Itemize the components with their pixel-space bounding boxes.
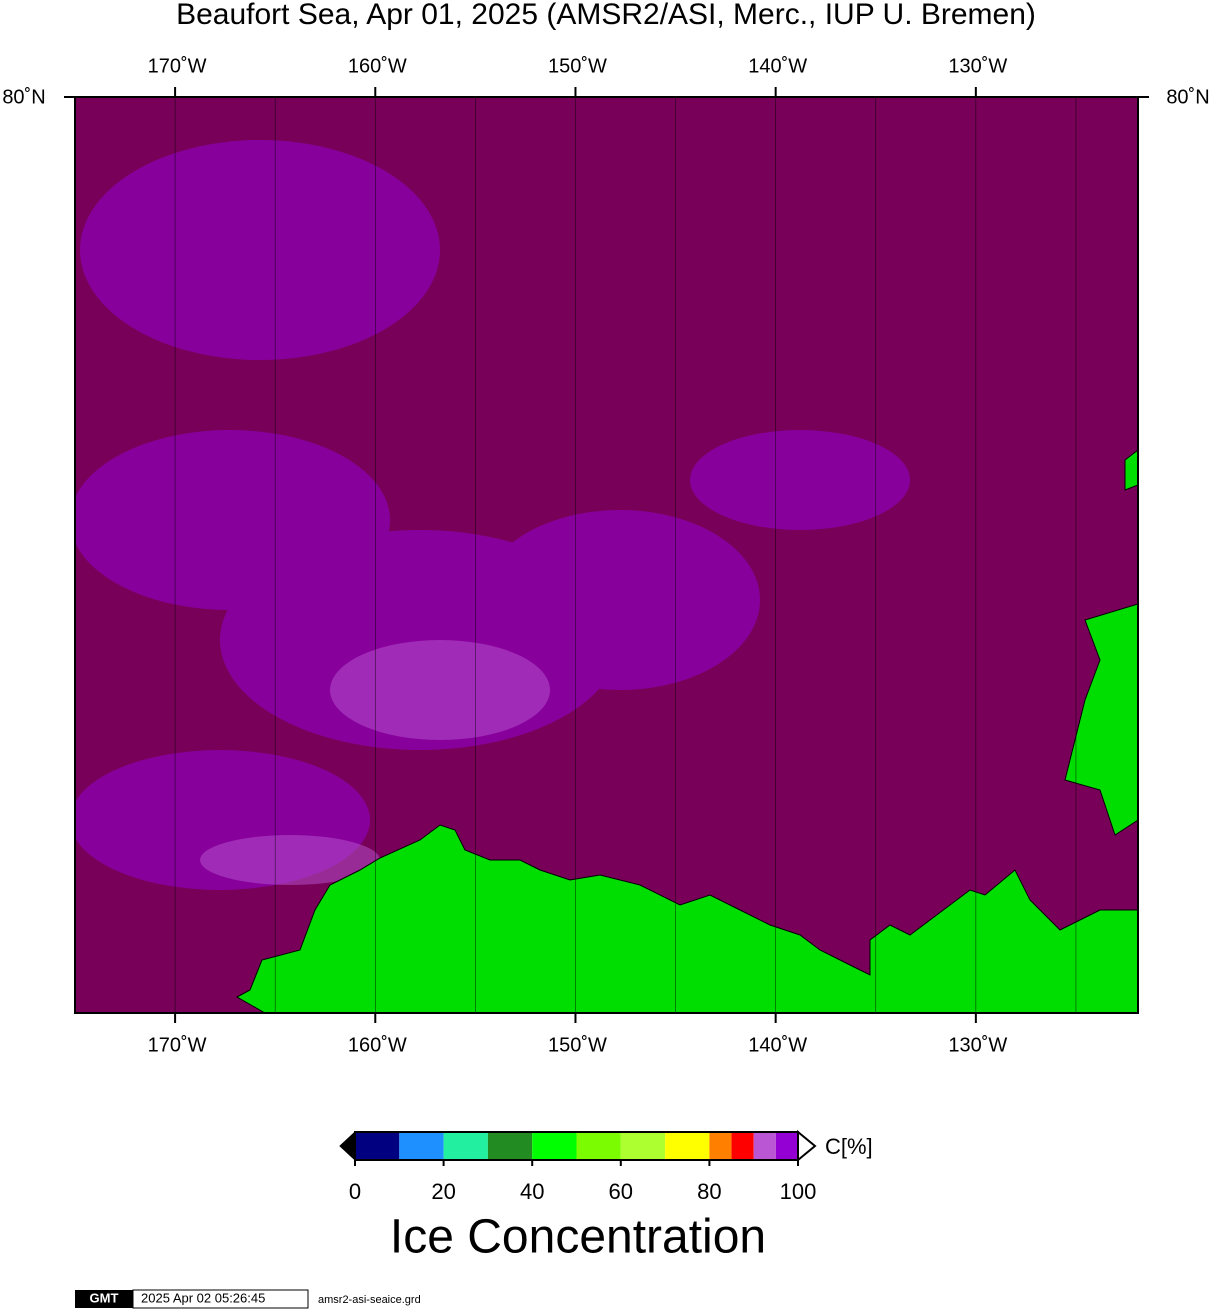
gmt-logo (75, 1290, 133, 1308)
colorbar-over (797, 1129, 817, 1163)
colorbar-frame (354, 1131, 799, 1161)
colorbar-bin (576, 1132, 621, 1160)
colorbar-bin (532, 1132, 577, 1160)
ice-texture (200, 640, 550, 885)
lon-label: 170˚W (148, 1034, 207, 1056)
timestamp: 2025 Apr 02 05:26:45 (141, 1290, 265, 1305)
colorbar-bin (443, 1132, 488, 1160)
filename: amsr2-asi-seaice.grd (318, 1294, 421, 1306)
colorbar-tick-label: 40 (520, 1179, 544, 1204)
colorbar-under (339, 1130, 356, 1162)
colorbar-bin (753, 1132, 776, 1160)
colorbar-bin (709, 1132, 732, 1160)
colorbar-unit: C[%] (825, 1134, 873, 1159)
colorbar-bin (620, 1132, 666, 1160)
lon-label: 170˚W (148, 55, 207, 77)
lat-label: 80˚N (2, 86, 45, 108)
colorbar-tick-label: 60 (609, 1179, 633, 1204)
map-frame (74, 96, 1139, 1014)
map-area (75, 97, 1138, 1013)
land (235, 449, 1138, 1013)
colorbar-tick-label: 80 (697, 1179, 721, 1204)
colorbar-tick-label: 0 (349, 1179, 361, 1204)
title: Beaufort Sea, Apr 01, 2025 (AMSR2/ASI, M… (176, 0, 1036, 31)
lat-label: 80˚N (1166, 86, 1209, 108)
colorbar-bin (355, 1132, 400, 1160)
timestamp-box (132, 1289, 309, 1309)
colorbar-bin (487, 1132, 533, 1160)
colorbar-bin (399, 1132, 444, 1160)
colorbar-bin (665, 1132, 710, 1160)
colorbar: 0 20 40 60 80 100 (339, 1129, 817, 1204)
colorbar-title: Ice Concentration (390, 1211, 766, 1264)
lon-label: 150˚W (548, 1034, 607, 1056)
lon-label: 130˚W (948, 1034, 1007, 1056)
colorbar-tick-label: 100 (780, 1179, 817, 1204)
ice-texture (75, 140, 910, 890)
lon-label: 160˚W (348, 1034, 407, 1056)
lon-label: 140˚W (748, 55, 807, 77)
gmt-logo-text: GMT (90, 1290, 119, 1305)
lon-label: 150˚W (548, 55, 607, 77)
lon-label: 160˚W (348, 55, 407, 77)
lon-label: 130˚W (948, 55, 1007, 77)
colorbar-bin (731, 1132, 754, 1160)
colorbar-tick-label: 20 (431, 1179, 455, 1204)
lon-label: 140˚W (748, 1034, 807, 1056)
colorbar-bin (775, 1132, 798, 1160)
